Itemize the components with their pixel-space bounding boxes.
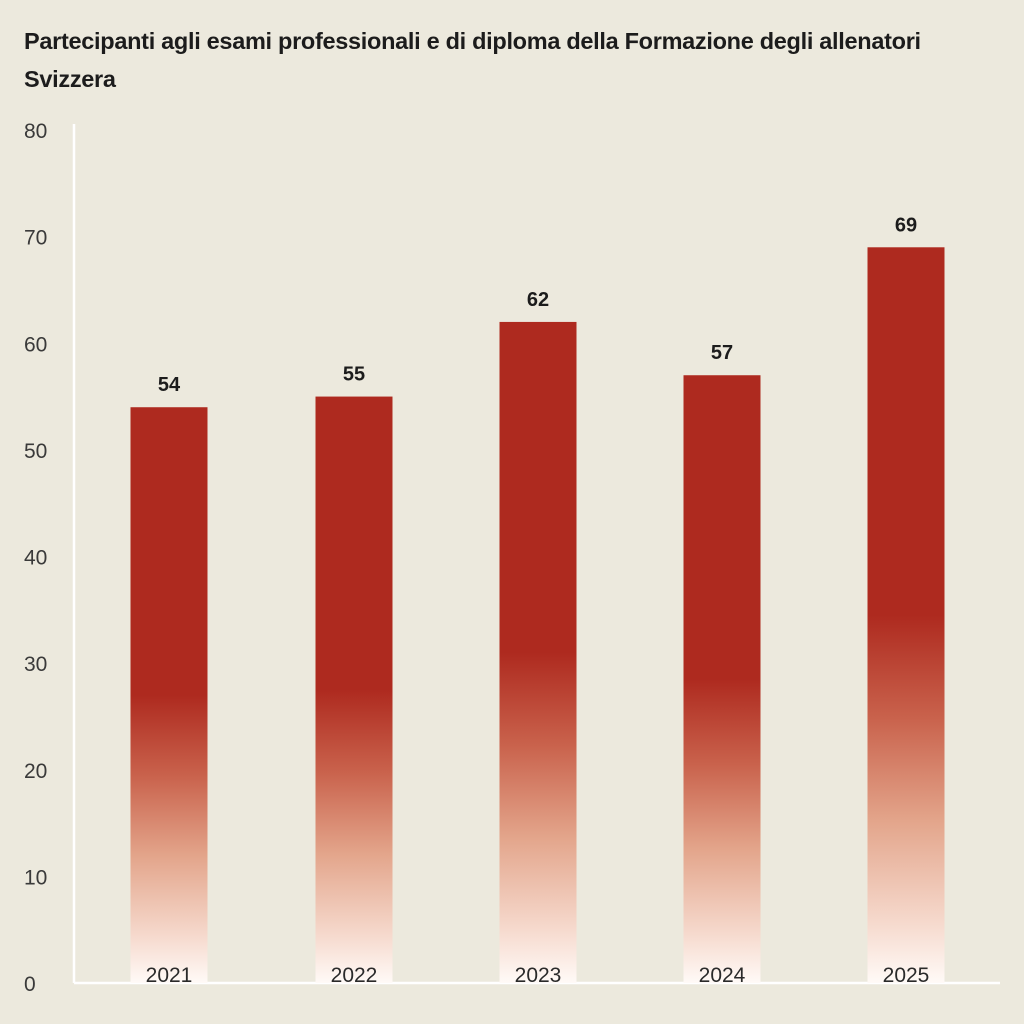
y-tick-label: 10: [24, 866, 47, 889]
data-label-2022: 55: [343, 364, 365, 386]
y-tick-label: 0: [24, 973, 36, 996]
y-tick-label: 50: [24, 440, 47, 463]
data-label-2024: 57: [711, 342, 733, 364]
data-label-2021: 54: [158, 374, 181, 396]
x-tick-label-2021: 2021: [146, 964, 193, 987]
chart-title: Partecipanti agli esami professionali e …: [24, 28, 921, 92]
data-label-2025: 69: [895, 214, 917, 236]
x-tick-label-2024: 2024: [699, 964, 746, 987]
y-tick-label: 30: [24, 653, 47, 676]
y-tick-label: 20: [24, 760, 47, 783]
bar-2023: [499, 321, 577, 983]
x-tick-label-2025: 2025: [883, 964, 930, 987]
bar-2021: [130, 407, 208, 984]
bar-2024: [683, 375, 761, 983]
y-tick-label: 70: [24, 227, 47, 250]
bar-2022: [315, 396, 393, 983]
data-label-2023: 62: [527, 289, 549, 311]
x-tick-label-2022: 2022: [331, 964, 378, 987]
x-tick-label-2023: 2023: [515, 964, 562, 987]
bar-2025: [867, 247, 945, 984]
y-tick-label: 80: [24, 120, 47, 143]
y-tick-label: 40: [24, 547, 47, 570]
y-tick-label: 60: [24, 333, 47, 356]
